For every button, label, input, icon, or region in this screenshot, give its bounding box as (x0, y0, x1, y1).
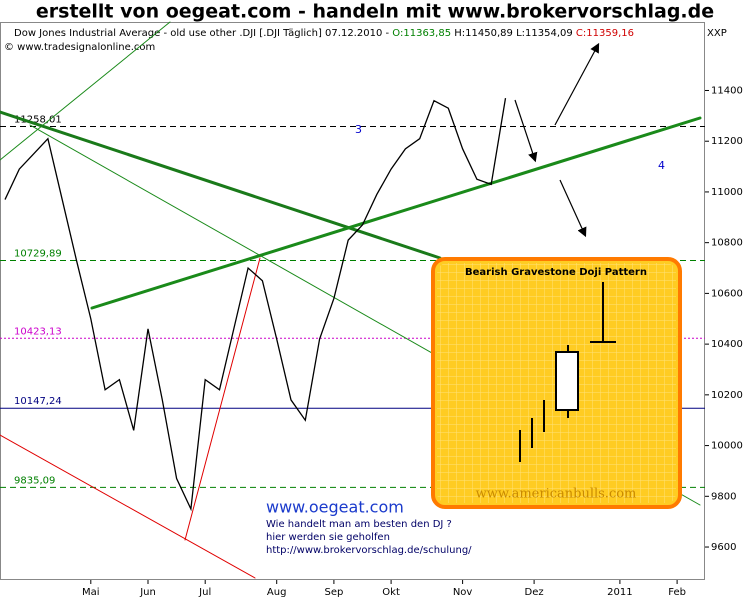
x-tick-label: Jul (198, 587, 211, 598)
level-label: 10423,13 (14, 326, 62, 337)
price-line (4, 97, 507, 512)
y-tick-label: 10800 (711, 238, 743, 249)
y-tick-label: 11000 (711, 187, 743, 198)
x-tick-label: Sep (324, 587, 343, 598)
x-tick-label: Mai (82, 587, 100, 598)
chart-title: erstellt von oegeat.com - handeln mit ww… (36, 1, 714, 23)
trend-line (0, 110, 442, 260)
watermark: www.americanbulls.com (476, 487, 637, 502)
pattern-drawing (519, 282, 616, 462)
y-tick-label: 9600 (711, 542, 736, 553)
trend-lines (0, 21, 702, 579)
source: © www.tradesignalonline.com (4, 42, 155, 53)
x-tick-label: Dez (525, 587, 544, 598)
info-close: C:11359,16 (576, 28, 634, 39)
price (4, 97, 507, 512)
arrow (514, 99, 538, 163)
y-tick-label: 10200 (711, 390, 743, 401)
level-label: 11258,01 (14, 114, 62, 125)
y-tick-label: 11200 (711, 136, 743, 147)
pattern-box: Bearish Gravestone Doji Pattern www.amer… (431, 257, 682, 509)
trend-line (90, 116, 702, 310)
y-tick-label: 10400 (711, 339, 743, 350)
pattern-title: Bearish Gravestone Doji Pattern (465, 267, 647, 278)
x-tick-label: Nov (453, 587, 473, 598)
arrows (514, 42, 600, 238)
x-tick-label: 2011 (607, 587, 632, 598)
annotation: 4 (658, 159, 665, 172)
info-low: L:11354,09 (516, 28, 573, 39)
trend-line (0, 21, 171, 161)
promo-line: http://www.brokervorschlag.de/schulung/ (266, 545, 472, 556)
info-high: H:11450,89 (454, 28, 513, 39)
arrow (554, 42, 600, 126)
annotation: 3 (355, 123, 362, 136)
y-tick-label: 10600 (711, 288, 743, 299)
arrow (559, 179, 587, 238)
y-tick-label: 9800 (711, 491, 736, 502)
y-tick-label: 10000 (711, 441, 743, 452)
y-tick-label: 11400 (711, 85, 743, 96)
trend-line (184, 257, 261, 541)
level-label: 10729,89 (14, 248, 62, 259)
info-line: Dow Jones Industrial Average - old use o… (14, 28, 634, 39)
x-tick-label: Jun (139, 587, 156, 598)
levels: 11258,01 10729,89 10423,13 10147,24 9835,09 (0, 114, 705, 488)
x-tick-label: Aug (267, 587, 287, 598)
level-label: 9835,09 (14, 475, 55, 486)
info-name: Dow Jones Industrial Average - old use o… (14, 28, 389, 39)
info-open: O:11363,85 (392, 28, 451, 39)
trend-line (0, 434, 256, 579)
promo-title: www.oegeat.com (266, 498, 404, 517)
symbol: XXP (707, 28, 727, 39)
promo-line: hier werden sie geholfen (266, 532, 390, 543)
promo-line: Wie handelt man am besten den DJ ? (266, 519, 452, 530)
x-tick-label: Okt (382, 587, 400, 598)
level-label: 10147,24 (14, 396, 62, 407)
x-tick-label: Feb (668, 587, 686, 598)
